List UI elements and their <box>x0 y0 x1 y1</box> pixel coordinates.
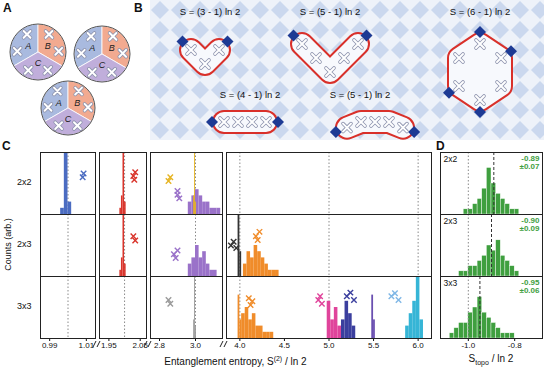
svg-text:5.0: 5.0 <box>323 341 335 350</box>
svg-text:-0.95±0.06: -0.95±0.06 <box>520 278 541 295</box>
html-text:B: B <box>134 1 143 15</box>
svg-text:1.01: 1.01 <box>79 341 95 350</box>
svg-text:B: B <box>45 41 51 51</box>
svg-text:-1.0: -1.0 <box>461 341 475 350</box>
svg-text:A: A <box>24 41 31 51</box>
html-text:3x3: 3x3 <box>17 301 32 311</box>
svg-text:S = (4 - 1) ln 2: S = (4 - 1) ln 2 <box>220 89 280 100</box>
svg-text:-0.90±0.09: -0.90±0.09 <box>520 216 541 233</box>
html-text:Entanglement entropy, S(2)/ ln: Entanglement entropy, S(2)/ ln 2 <box>164 355 307 368</box>
svg-text:S = (5 - 1) ln 2: S = (5 - 1) ln 2 <box>330 89 390 100</box>
svg-text:0.99: 0.99 <box>42 341 58 350</box>
svg-text:3.0: 3.0 <box>190 341 202 350</box>
svg-text:5.5: 5.5 <box>368 341 380 350</box>
svg-text:B: B <box>109 43 115 53</box>
svg-text:2.8: 2.8 <box>154 341 166 350</box>
svg-text:2x2: 2x2 <box>444 154 458 164</box>
svg-text:-0.89±0.07: -0.89±0.07 <box>520 154 541 171</box>
svg-text:2x3: 2x3 <box>444 216 458 226</box>
svg-text:4.5: 4.5 <box>279 341 291 350</box>
svg-text:A: A <box>55 98 62 108</box>
svg-text:2.05: 2.05 <box>132 341 148 350</box>
html-text:Counts (arb.): Counts (arb.) <box>2 218 13 271</box>
svg-text:A: A <box>88 43 95 53</box>
html-text:C: C <box>2 139 11 153</box>
html-text:A: A <box>3 1 12 15</box>
svg-text:-0.8: -0.8 <box>508 341 522 350</box>
svg-text:C: C <box>65 114 72 124</box>
svg-text:6.0: 6.0 <box>413 341 425 350</box>
svg-text:1.95: 1.95 <box>101 341 117 350</box>
html-text:2x2: 2x2 <box>17 177 32 187</box>
svg-text:S = (3 - 1) ln 2: S = (3 - 1) ln 2 <box>180 6 240 17</box>
html-text:2x3: 2x3 <box>17 239 32 249</box>
html-text:Stopo/ ln 2: Stopo/ ln 2 <box>468 353 514 366</box>
svg-text:C: C <box>99 60 106 70</box>
svg-text:S = (6 - 1) ln 2: S = (6 - 1) ln 2 <box>450 6 510 17</box>
svg-text:4.0: 4.0 <box>234 341 246 350</box>
svg-text:S = (5 - 1) ln 2: S = (5 - 1) ln 2 <box>300 6 360 17</box>
svg-text:B: B <box>74 98 80 108</box>
svg-text:C: C <box>35 58 42 68</box>
svg-text:3x3: 3x3 <box>444 278 458 288</box>
html-text:D: D <box>436 139 445 153</box>
